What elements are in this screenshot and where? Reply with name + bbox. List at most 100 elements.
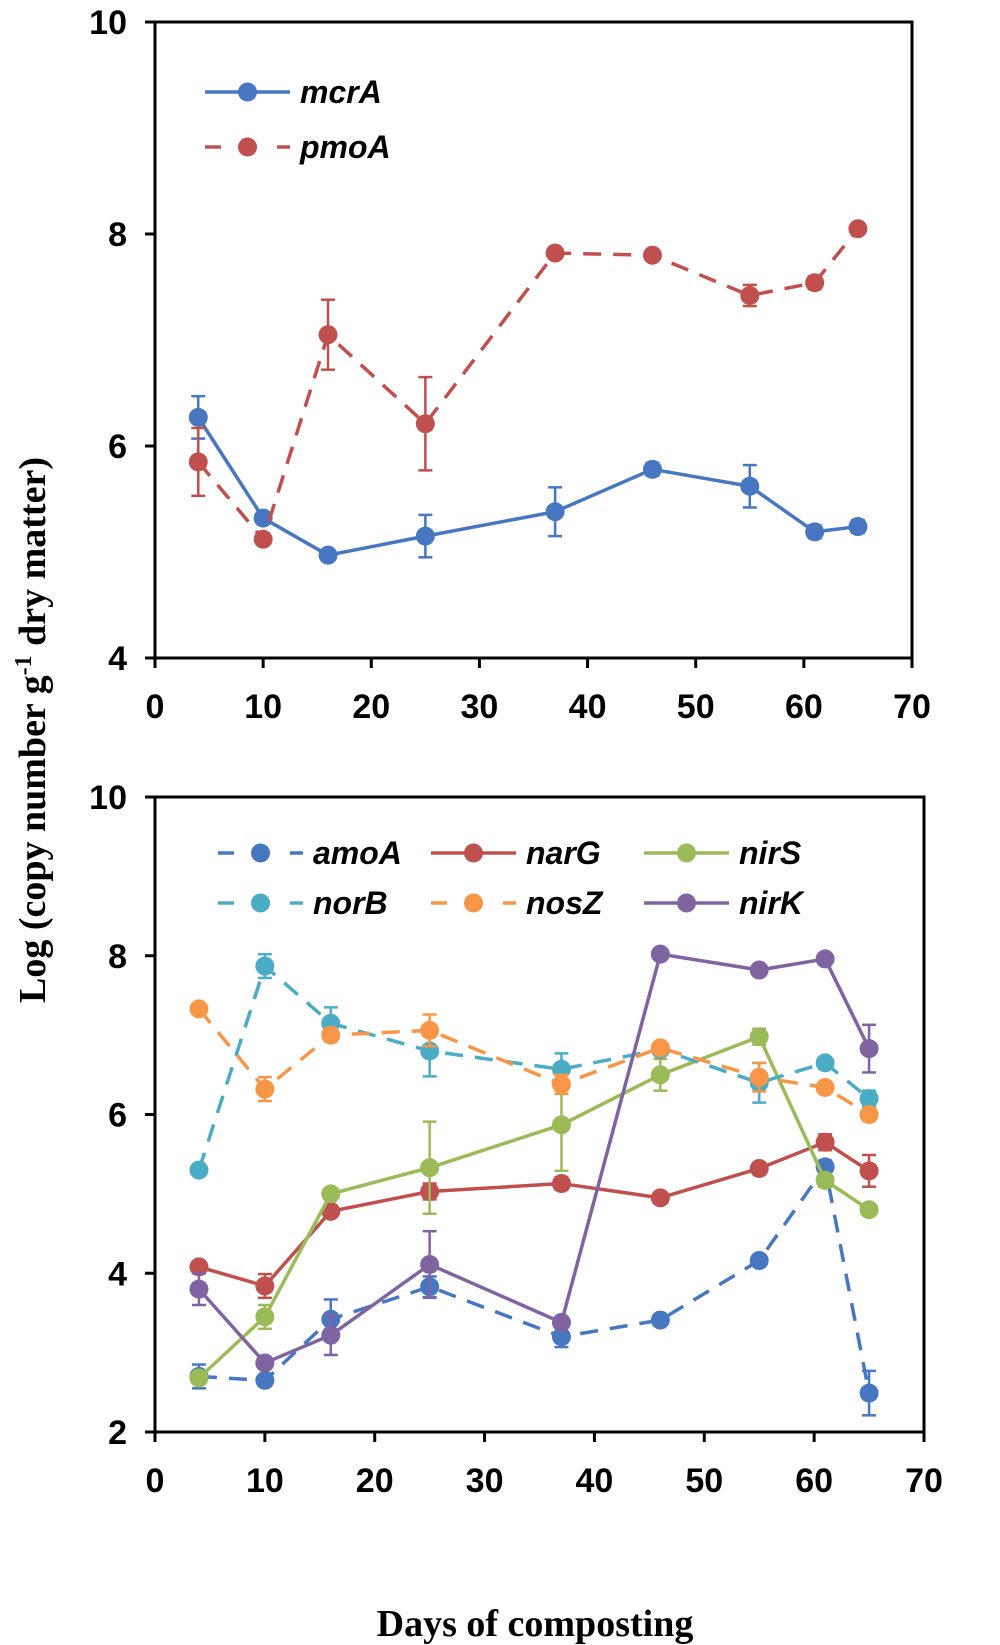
y-tick-label: 10: [89, 779, 127, 817]
data-point-nirS: [189, 1368, 209, 1388]
y-tick-label: 8: [108, 938, 127, 976]
plot-frame: [153, 20, 914, 660]
data-point-amoA: [749, 1251, 769, 1271]
series-line-nirK: [197, 952, 871, 1365]
data-point-nirK: [189, 1279, 209, 1299]
x-tick-label: 30: [466, 1462, 504, 1500]
series-line-nosZ: [197, 1007, 870, 1116]
data-point-pmoA: [188, 452, 208, 472]
data-point-pmoA: [545, 243, 565, 263]
y-tick-label: 4: [108, 640, 127, 678]
series-nirK: [189, 944, 879, 1373]
data-point-mcrA: [415, 526, 435, 546]
legend-item-narG: narG: [431, 835, 601, 871]
data-point-norB: [815, 1053, 835, 1073]
data-point-nirK: [420, 1255, 440, 1275]
data-point-pmoA: [253, 529, 273, 549]
chart-panel-top: 0 10 20 30 40 50 60 70 4 6 8 10 mcrA pmoA: [89, 4, 931, 726]
data-point-mcrA: [848, 517, 868, 537]
data-point-nirS: [815, 1170, 835, 1190]
series-line-narG: [198, 1140, 871, 1288]
data-point-nosZ: [749, 1067, 769, 1087]
data-point-narG: [650, 1188, 670, 1208]
legend-label: nirS: [739, 835, 802, 871]
chart-panel-bottom: 0 10 20 30 40 50 60 70 2 4 6 8 10 amoA narG nirS norB nos…: [89, 779, 943, 1500]
y-tick-label: 10: [89, 4, 127, 42]
legend-marker: [251, 843, 270, 863]
x-axis-title: Days of composting: [377, 1603, 694, 1645]
legend-label: norB: [313, 885, 388, 921]
data-point-nirK: [321, 1325, 341, 1345]
data-point-norB: [859, 1089, 879, 1109]
x-tick-label: 70: [905, 1462, 943, 1500]
legend-label: amoA: [313, 835, 402, 871]
legend-marker: [238, 82, 257, 102]
series-narG: [189, 1132, 879, 1300]
data-point-pmoA: [642, 245, 662, 265]
legend-marker: [677, 843, 696, 863]
x-tick-label: 10: [246, 1462, 284, 1500]
data-point-pmoA: [415, 414, 435, 434]
legend-label: nirK: [739, 885, 806, 921]
data-point-nirS: [420, 1158, 440, 1178]
data-point-nirS: [321, 1184, 341, 1204]
legend-item-pmoA: pmoA: [205, 129, 391, 165]
data-point-nosZ: [255, 1079, 275, 1099]
legend-item-norB: norB: [218, 885, 388, 921]
data-point-narG: [859, 1161, 879, 1181]
series-pmoA: [188, 219, 868, 549]
data-point-pmoA: [318, 325, 338, 345]
y-axis-title-superscript: -1: [11, 655, 37, 675]
data-point-amoA: [859, 1383, 879, 1403]
data-point-mcrA: [642, 459, 662, 479]
series-line-amoA: [198, 1165, 871, 1394]
data-point-nirS: [551, 1115, 571, 1135]
data-point-narG: [551, 1174, 571, 1194]
y-tick-label: 4: [108, 1255, 127, 1293]
data-point-narG: [255, 1276, 275, 1296]
data-point-nirK: [859, 1039, 879, 1059]
data-point-amoA: [650, 1310, 670, 1330]
data-point-nirS: [749, 1027, 769, 1047]
series-nirS: [189, 1027, 879, 1388]
y-tick-label: 6: [108, 1097, 127, 1135]
data-point-narG: [815, 1132, 835, 1152]
legend-item-nirS: nirS: [644, 835, 802, 871]
data-point-nirK: [551, 1312, 571, 1332]
data-point-pmoA: [740, 285, 760, 305]
data-point-mcrA: [740, 476, 760, 496]
data-point-pmoA: [805, 273, 825, 293]
series-line-norB: [197, 964, 871, 1171]
data-point-nosZ: [859, 1105, 879, 1124]
x-tick-label: 40: [569, 688, 607, 726]
y-tick-label: 6: [108, 428, 127, 466]
legend-marker: [238, 137, 257, 157]
data-point-amoA: [551, 1327, 571, 1347]
legend-item-amoA: amoA: [218, 835, 402, 871]
legend-marker: [464, 893, 483, 913]
legend-label: nosZ: [526, 885, 604, 921]
legend-marker: [677, 893, 696, 913]
data-point-nirS: [859, 1200, 879, 1220]
x-tick-label: 40: [576, 1462, 614, 1500]
data-point-nosZ: [321, 1025, 341, 1045]
data-point-mcrA: [188, 407, 208, 427]
data-point-amoA: [255, 1370, 275, 1390]
series-norB: [189, 952, 879, 1180]
data-point-nosZ: [650, 1038, 670, 1058]
data-point-narG: [189, 1257, 209, 1277]
legend-item-mcrA: mcrA: [205, 74, 382, 110]
legend-label: narG: [526, 835, 601, 871]
legend-item-nirK: nirK: [644, 885, 806, 921]
data-point-nosZ: [189, 999, 209, 1019]
x-tick-label: 60: [795, 1462, 833, 1500]
data-point-mcrA: [545, 502, 565, 522]
x-tick-label: 10: [244, 688, 282, 726]
data-point-nirK: [815, 949, 835, 969]
x-tick-label: 0: [146, 1462, 165, 1500]
series-amoA: [189, 1157, 879, 1417]
series-nosZ: [189, 999, 879, 1124]
x-tick-label: 0: [146, 688, 165, 726]
series-mcrA: [188, 394, 868, 565]
